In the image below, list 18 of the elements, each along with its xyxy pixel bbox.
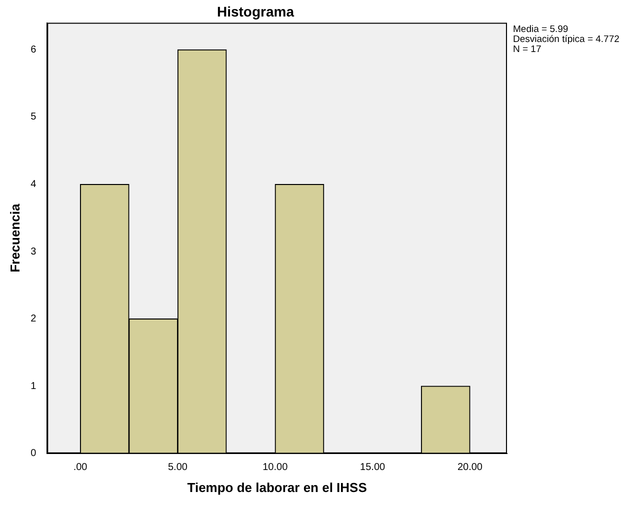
x-tick-label: 10.00 (262, 462, 288, 474)
x-tick-label: 5.00 (168, 462, 188, 474)
chart-title: Histograma (216, 3, 294, 20)
y-tick-label: 0 (30, 448, 37, 460)
text: Media = 5.99 (513, 24, 568, 36)
x-axis-title: Tiempo de laborar en el IHSS (187, 480, 368, 495)
y-tick-label: 5 (30, 112, 37, 123)
y-tick-label: 4 (30, 179, 37, 190)
y-axis-title: Frecuencia (7, 203, 22, 272)
text: N = 17 (513, 44, 542, 56)
y-tick-label: 6 (30, 44, 37, 56)
x-tick-label: 15.00 (360, 462, 386, 474)
y-tick-label: 1 (30, 380, 37, 392)
y-tick-label: 2 (30, 314, 37, 325)
text: Desviación típica = 4.772 (513, 34, 620, 46)
x-tick-label: .00 (73, 462, 88, 474)
y-tick-label: 3 (30, 246, 37, 258)
x-tick-label: 20.00 (457, 462, 483, 474)
